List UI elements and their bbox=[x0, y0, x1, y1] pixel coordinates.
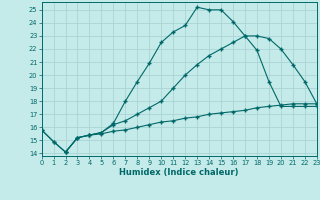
X-axis label: Humidex (Indice chaleur): Humidex (Indice chaleur) bbox=[119, 168, 239, 177]
